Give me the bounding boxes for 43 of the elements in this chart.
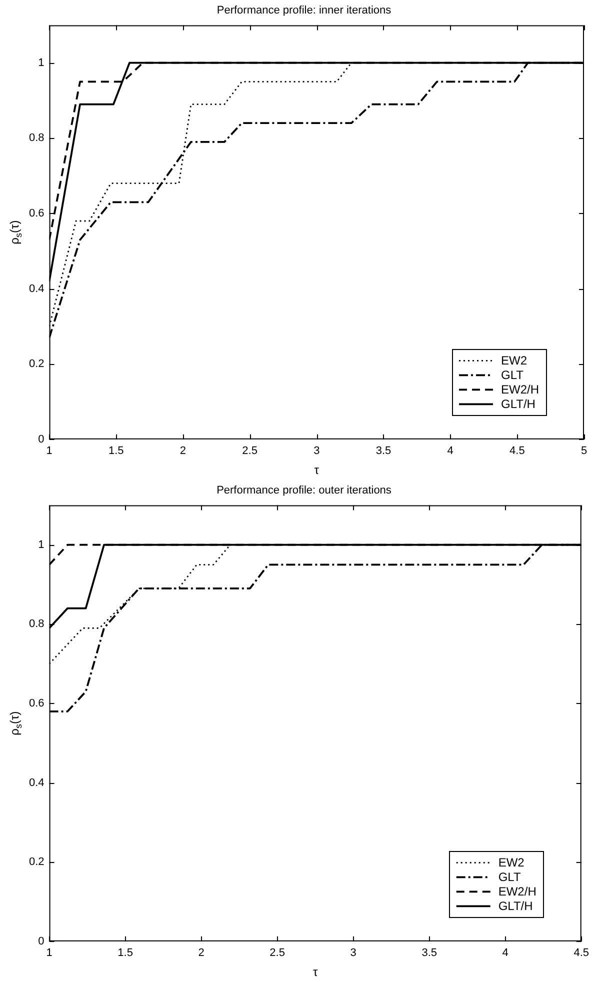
y-tick-label: 0.8 (28, 132, 44, 144)
x-tick-label: 4.5 (574, 947, 590, 960)
x-tick-label: 2 (198, 947, 204, 960)
legend-label: EW2/H (500, 382, 540, 396)
x-tick-label: 4 (502, 947, 508, 960)
x-tick-label: 4 (447, 445, 454, 458)
y-tick-label: 0.2 (28, 358, 44, 370)
legend-label: GLT/H (500, 396, 536, 411)
x-tick-label: 4.5 (510, 445, 525, 458)
y-tick-label: 0.4 (28, 282, 44, 295)
y-tick-label: 0 (38, 935, 44, 948)
x-tick-label: 3.5 (376, 445, 392, 458)
x-tick-label: 3 (314, 445, 320, 458)
x-tick-label: 2.5 (242, 445, 258, 458)
y-tick-label: 0 (38, 433, 44, 446)
x-tick-label: 2.5 (270, 947, 285, 960)
x-tick-label: 1 (46, 947, 52, 960)
legend-label: GLT/H (498, 898, 533, 913)
x-tick-label: 3 (350, 947, 356, 960)
y-axis-title: ρs(τ) (7, 711, 24, 736)
legend-label: EW2 (498, 855, 525, 870)
x-tick-label: 5 (580, 445, 588, 458)
x-tick-label: 2 (180, 445, 186, 458)
x-tick-label: 1.5 (118, 947, 133, 960)
y-axis-title: ρs(τ) (7, 220, 24, 244)
x-tick-label: 1 (46, 445, 52, 458)
y-tick-label: 0.2 (28, 856, 44, 868)
y-tick-label: 0.8 (28, 618, 44, 630)
y-tick-label: 0.6 (28, 208, 44, 220)
legend-label: EW2/H (498, 884, 536, 898)
legend-label: EW2 (500, 353, 528, 368)
chart-title: Performance profile: outer iterations (216, 484, 392, 497)
y-tick-label: 0.6 (28, 698, 44, 710)
x-axis-title: τ (314, 463, 320, 478)
x-axis-title: τ (312, 965, 318, 980)
x-tick-label: 1.5 (108, 445, 124, 458)
legend-label: GLT (500, 368, 524, 382)
y-tick-label: 0.4 (28, 776, 44, 789)
y-tick-label: 1 (38, 538, 44, 551)
y-tick-label: 1 (38, 56, 44, 69)
x-tick-label: 3.5 (422, 947, 437, 960)
chart-title: Performance profile: inner iterations (216, 4, 392, 17)
legend-label: GLT (498, 870, 522, 884)
